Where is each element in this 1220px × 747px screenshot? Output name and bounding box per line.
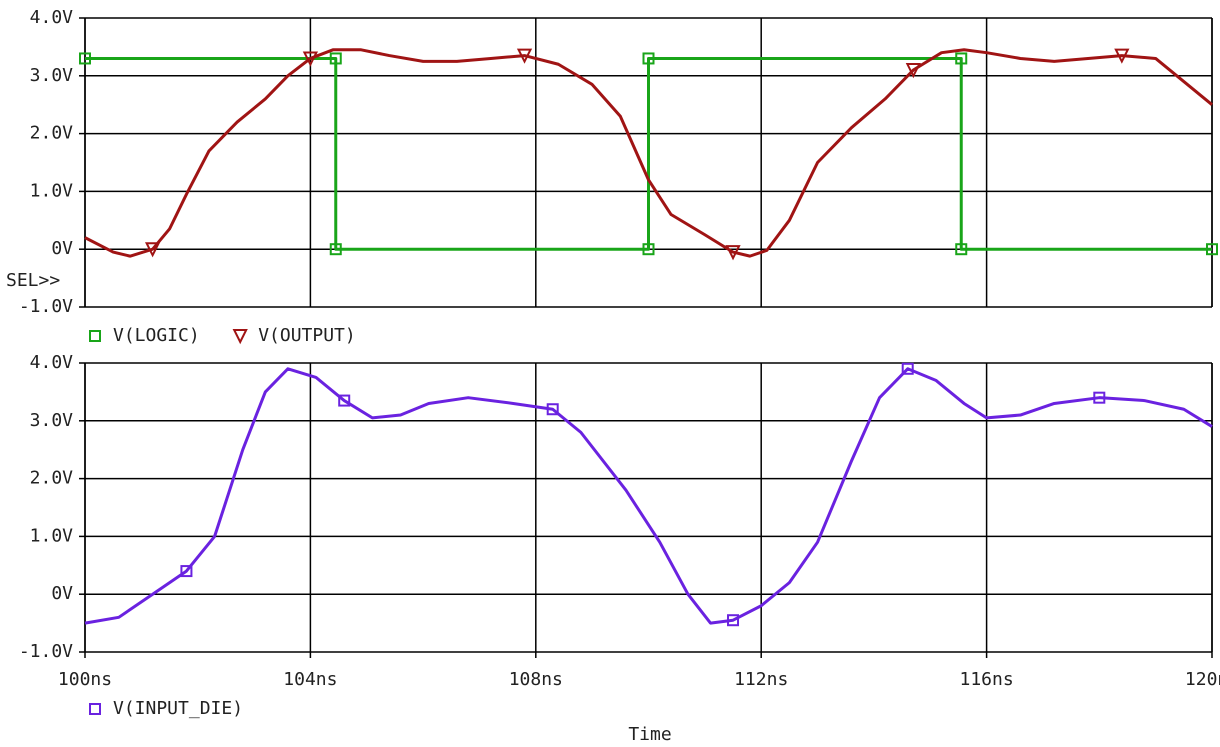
- trace-marker: [1206, 243, 1218, 256]
- y-tick-label: 0V: [51, 238, 73, 259]
- trace: [84, 367, 1213, 625]
- y-tick-label: 4.0V: [30, 352, 74, 373]
- trace-marker: [145, 242, 161, 258]
- x-tick-label: 116ns: [960, 669, 1014, 690]
- trace-marker: [79, 52, 91, 65]
- trace-marker: [955, 243, 968, 256]
- trace-marker: [180, 565, 193, 578]
- trace-marker: [329, 243, 342, 256]
- y-tick-label: -1.0V: [19, 641, 73, 662]
- y-tick-label: 0V: [51, 583, 73, 604]
- trace-marker: [642, 52, 655, 65]
- selection-marker: SEL>>: [6, 270, 60, 291]
- trace: [85, 56, 1212, 251]
- legend-symbol: [89, 703, 101, 715]
- x-tick-label: 104ns: [283, 669, 337, 690]
- y-tick-label: 2.0V: [30, 468, 74, 489]
- legend-symbol: [89, 330, 101, 342]
- trace-marker: [642, 243, 655, 256]
- x-axis-label: Time: [628, 724, 671, 745]
- trace: [84, 48, 1213, 258]
- legend-label: V(LOGIC): [113, 325, 200, 346]
- trace-marker: [725, 245, 741, 261]
- trace-marker: [901, 362, 914, 375]
- y-tick-label: 1.0V: [30, 525, 74, 546]
- y-tick-label: 3.0V: [30, 410, 74, 431]
- trace-marker: [1114, 48, 1130, 64]
- y-tick-label: 3.0V: [30, 65, 74, 86]
- trace-marker: [516, 48, 533, 64]
- x-tick-label: 108ns: [509, 669, 563, 690]
- trace-marker: [1093, 391, 1106, 404]
- trace-marker: [329, 52, 342, 65]
- trace-marker: [338, 394, 351, 407]
- trace-marker: [546, 403, 559, 416]
- trace-marker: [905, 63, 921, 79]
- legend-label: V(OUTPUT): [258, 325, 356, 346]
- x-tick-label: 120ns: [1185, 669, 1220, 690]
- trace-marker: [955, 52, 968, 65]
- trace-marker: [727, 614, 740, 627]
- x-tick-label: 112ns: [734, 669, 788, 690]
- y-tick-label: 1.0V: [30, 180, 74, 201]
- y-tick-label: 2.0V: [30, 123, 74, 144]
- x-tick-label: 100ns: [58, 669, 112, 690]
- trace-marker: [302, 51, 319, 67]
- legend-symbol: [232, 329, 248, 345]
- y-tick-label: 4.0V: [30, 7, 74, 28]
- legend-label: V(INPUT_DIE): [113, 698, 243, 719]
- y-tick-label: -1.0V: [19, 296, 73, 317]
